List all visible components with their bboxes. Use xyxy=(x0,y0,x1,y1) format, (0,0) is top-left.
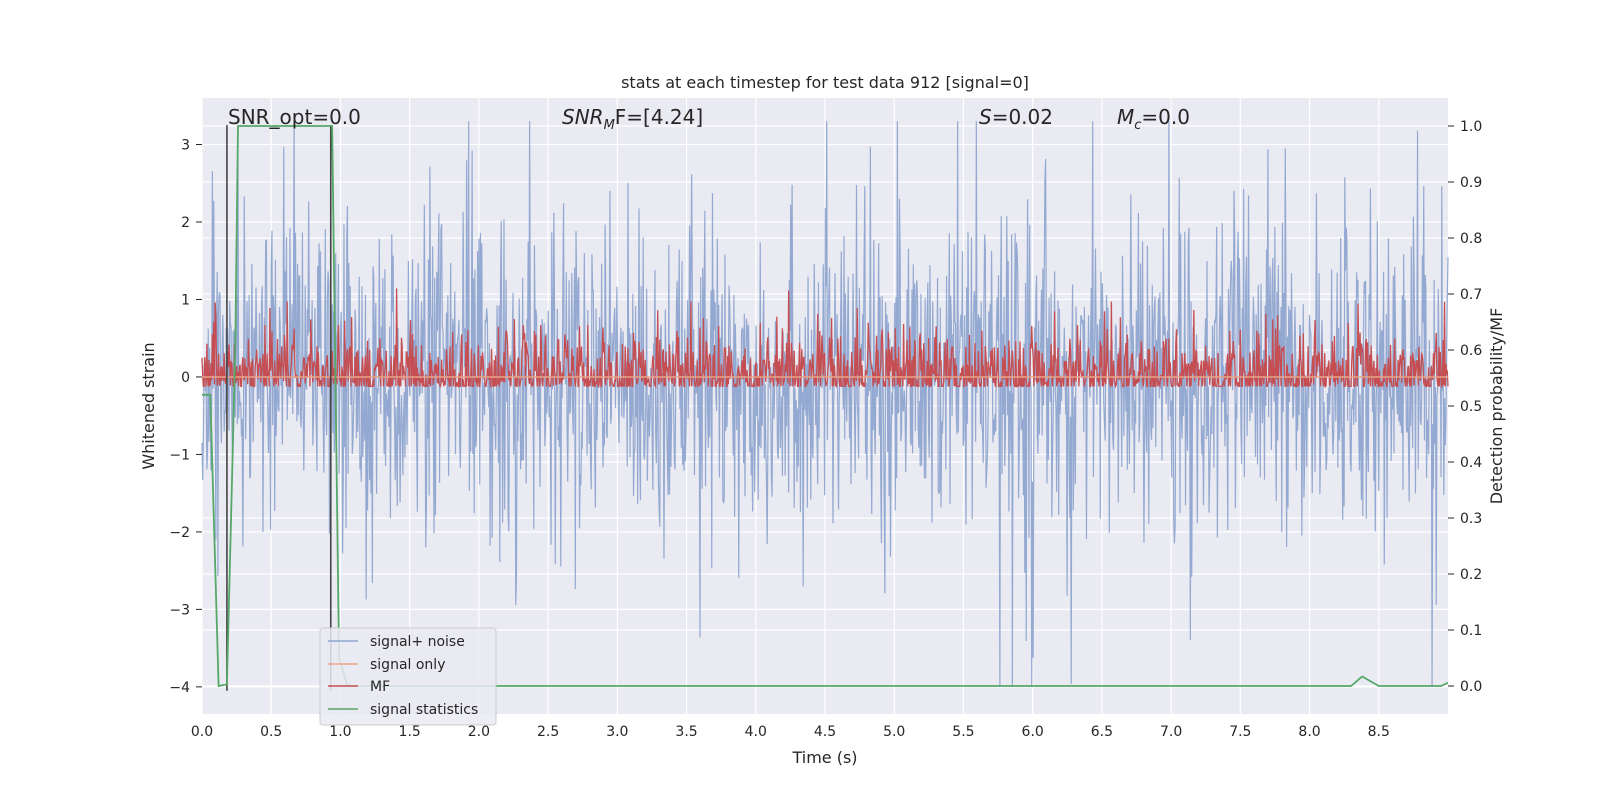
s-symbol: S xyxy=(979,105,992,129)
legend: signal+ noise signal only MF signal stat… xyxy=(319,627,497,726)
y-left-tick-label: 2 xyxy=(181,215,190,231)
x-tick-label: 2.5 xyxy=(537,724,559,740)
y-left-tick-label: 1 xyxy=(181,292,190,308)
mc-value: =0.0 xyxy=(1141,105,1190,129)
y-right-tick-label: 0.4 xyxy=(1460,455,1482,471)
y-left-tick-label: −1 xyxy=(169,447,190,463)
legend-label-signal-only: signal only xyxy=(370,657,445,673)
ticks: 0.0 0.5 1.0 1.5 2.0 2.5 3.0 3.5 4.0 4.5 5.0 5.5 6.0 6… xyxy=(169,119,1482,740)
x-tick-label: 3.5 xyxy=(675,724,697,740)
y-right-tick-label: 0.7 xyxy=(1460,287,1482,303)
y-left-tick-label: 3 xyxy=(181,137,190,153)
y-axis-right-label: Detection probability/MF xyxy=(1487,308,1506,505)
y-left-tick-label: −4 xyxy=(169,680,190,696)
annotation-snr-mf: SNRMF=[4.24] xyxy=(562,105,703,133)
legend-box xyxy=(319,627,497,726)
x-tick-label: 8.0 xyxy=(1298,724,1320,740)
x-tick-label: 6.0 xyxy=(1022,724,1044,740)
vertical-markers xyxy=(226,125,332,691)
mf-line xyxy=(201,288,1449,389)
y-right-tick-label: 1.0 xyxy=(1460,119,1482,135)
chart-title: stats at each timestep for test data 912… xyxy=(621,73,1029,92)
y-right-tick-label: 0.1 xyxy=(1460,623,1482,639)
y-right-tick-label: 0.0 xyxy=(1460,679,1482,695)
y-right-tick-label: 0.8 xyxy=(1460,231,1482,247)
s-value: =0.02 xyxy=(992,105,1053,129)
x-tick-label: 3.0 xyxy=(606,724,628,740)
legend-label-signal-noise: signal+ noise xyxy=(370,634,465,650)
x-tick-label: 4.0 xyxy=(745,724,767,740)
x-tick-label: 2.0 xyxy=(468,724,490,740)
x-tick-label: 1.5 xyxy=(399,724,421,740)
legend-label-signal-statistics: signal statistics xyxy=(370,702,478,718)
x-tick-label: 0.0 xyxy=(191,724,213,740)
y-left-tick-label: −3 xyxy=(169,602,190,618)
y-right-tick-label: 0.6 xyxy=(1460,343,1482,359)
snr-mf-main: SNR xyxy=(562,105,604,129)
x-tick-label: 8.5 xyxy=(1368,724,1390,740)
y-axis-left-label: Whitened strain xyxy=(139,342,158,469)
x-tick-label: 4.5 xyxy=(814,724,836,740)
mc-sub: c xyxy=(1134,118,1141,133)
x-tick-label: 6.5 xyxy=(1091,724,1113,740)
x-axis-label: Time (s) xyxy=(791,748,857,767)
annotation-snr-opt: SNR_opt=0.0 xyxy=(228,105,361,129)
x-tick-label: 5.5 xyxy=(952,724,974,740)
y-right-tick-label: 0.3 xyxy=(1460,511,1482,527)
y-left-tick-label: 0 xyxy=(181,370,190,386)
x-tick-label: 7.0 xyxy=(1160,724,1182,740)
x-tick-label: 7.5 xyxy=(1229,724,1251,740)
legend-label-mf: MF xyxy=(370,679,390,695)
snr-mf-sub: M xyxy=(604,118,615,133)
y-right-tick-label: 0.2 xyxy=(1460,567,1482,583)
y-right-tick-label: 0.5 xyxy=(1460,399,1482,415)
x-tick-label: 0.5 xyxy=(260,724,282,740)
x-tick-label: 1.0 xyxy=(329,724,351,740)
signal-statistics-line xyxy=(202,125,1449,688)
x-tick-label: 5.0 xyxy=(883,724,905,740)
series-mf xyxy=(201,288,1449,389)
annotation-mc: Mc=0.0 xyxy=(1117,105,1190,133)
y-right-tick-label: 0.9 xyxy=(1460,175,1482,191)
annotation-s-stat: S=0.02 xyxy=(979,105,1053,129)
mc-symbol: M xyxy=(1117,105,1134,129)
y-left-tick-label: −2 xyxy=(169,525,190,541)
snr-mf-rest: F=[4.24] xyxy=(615,105,703,129)
series-signal-statistics xyxy=(202,125,1449,688)
